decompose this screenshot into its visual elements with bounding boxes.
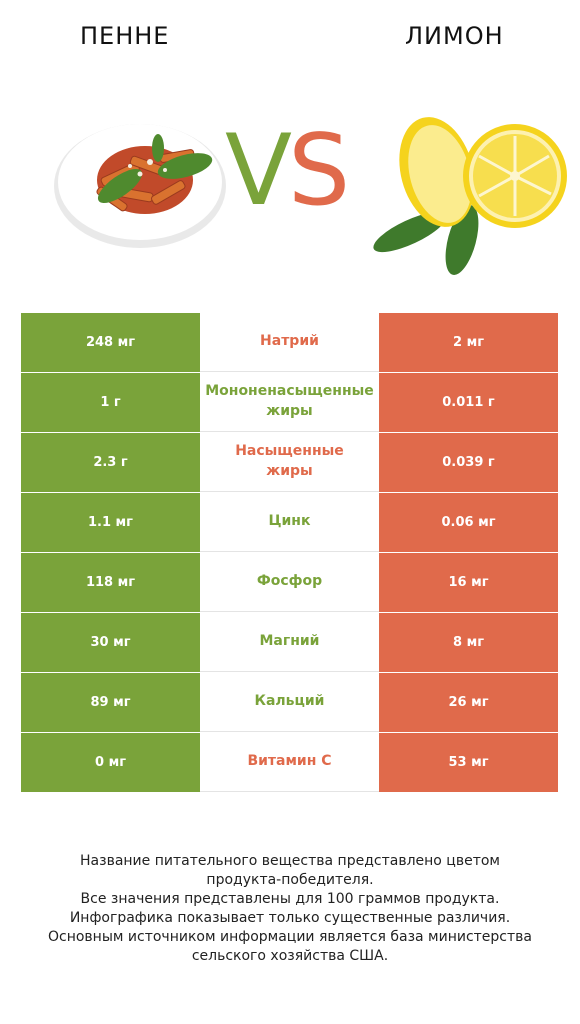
- right-product-title: ЛИМОН: [405, 22, 504, 50]
- right-value: 8 мг: [379, 613, 558, 672]
- table-row: 1.1 мг Цинк 0.06 мг: [21, 493, 558, 553]
- comparison-table: 248 мг Натрий 2 мг 1 г Мононенасыщенные …: [21, 313, 558, 793]
- footnote-line: Основным источником информации является …: [48, 929, 532, 964]
- footnote: Название питательного вещества представл…: [10, 852, 570, 966]
- left-value: 0 мг: [21, 733, 200, 792]
- left-product-title: ПЕННЕ: [80, 22, 170, 50]
- left-value: 118 мг: [21, 553, 200, 612]
- nutrient-name: Цинк: [200, 493, 379, 552]
- table-row: 1 г Мононенасыщенные жиры 0.011 г: [21, 373, 558, 433]
- table-row: 248 мг Натрий 2 мг: [21, 313, 558, 373]
- table-row: 118 мг Фосфор 16 мг: [21, 553, 558, 613]
- right-value: 53 мг: [379, 733, 558, 792]
- right-value: 16 мг: [379, 553, 558, 612]
- nutrient-name: Фосфор: [200, 553, 379, 612]
- table-row: 30 мг Магний 8 мг: [21, 613, 558, 673]
- nutrient-name: Магний: [200, 613, 379, 672]
- nutrient-name: Натрий: [200, 313, 379, 372]
- table-row: 2.3 г Насыщенные жиры 0.039 г: [21, 433, 558, 493]
- vs-letter-s: S: [288, 114, 350, 228]
- footnote-line: Инфографика показывает только существенн…: [69, 910, 511, 926]
- nutrient-name: Насыщенные жиры: [200, 433, 379, 492]
- right-value: 2 мг: [379, 313, 558, 372]
- left-value: 30 мг: [21, 613, 200, 672]
- table-row: 89 мг Кальций 26 мг: [21, 673, 558, 733]
- vs-letter-v: V: [225, 114, 292, 228]
- lemon-image: [373, 117, 567, 275]
- left-value: 1 г: [21, 373, 200, 432]
- vs-logo: VS: [225, 122, 350, 220]
- table-row: 0 мг Витамин C 53 мг: [21, 733, 558, 793]
- nutrient-name: Витамин C: [200, 733, 379, 792]
- footnote-line: Название питательного вещества представл…: [80, 853, 500, 888]
- hero-illustration: [54, 117, 567, 275]
- left-value: 248 мг: [21, 313, 200, 372]
- right-value: 0.011 г: [379, 373, 558, 432]
- penne-plate-image: [54, 124, 226, 248]
- left-value: 89 мг: [21, 673, 200, 732]
- right-value: 0.06 мг: [379, 493, 558, 552]
- nutrient-name: Мононенасыщенные жиры: [200, 373, 379, 432]
- right-value: 26 мг: [379, 673, 558, 732]
- nutrient-name: Кальций: [200, 673, 379, 732]
- left-value: 2.3 г: [21, 433, 200, 492]
- footnote-line: Все значения представлены для 100 граммо…: [80, 891, 500, 907]
- left-value: 1.1 мг: [21, 493, 200, 552]
- right-value: 0.039 г: [379, 433, 558, 492]
